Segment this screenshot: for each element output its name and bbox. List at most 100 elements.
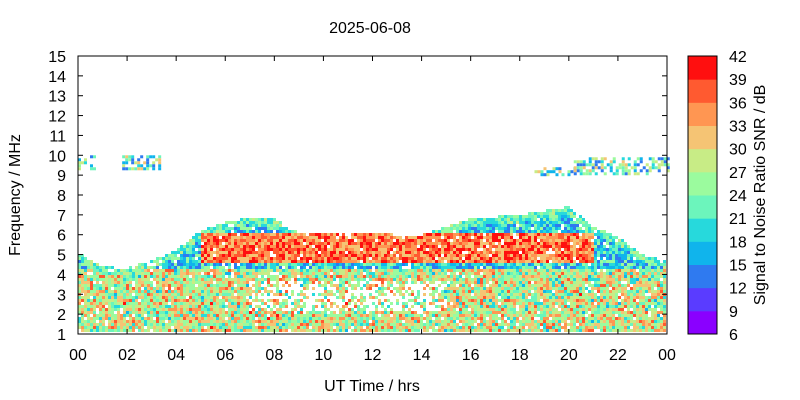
- heatmap-cell: [450, 299, 453, 302]
- heatmap-cell: [342, 317, 345, 320]
- heatmap-cell: [303, 236, 306, 239]
- heatmap-cell: [384, 311, 387, 314]
- heatmap-cell: [372, 314, 375, 317]
- heatmap-cell: [261, 269, 264, 272]
- heatmap-cell: [318, 254, 321, 257]
- heatmap-cell: [228, 272, 231, 275]
- heatmap-cell: [114, 278, 117, 281]
- heatmap-cell: [453, 293, 456, 296]
- heatmap-cell: [309, 329, 312, 332]
- heatmap-cell: [90, 260, 93, 263]
- heatmap-cell: [237, 266, 240, 269]
- heatmap-cell: [219, 275, 222, 278]
- heatmap-cell: [267, 293, 270, 296]
- heatmap-cell: [153, 275, 156, 278]
- heatmap-cell: [186, 281, 189, 284]
- heatmap-cell: [159, 257, 162, 260]
- heatmap-cell: [201, 248, 204, 251]
- heatmap-cell: [303, 281, 306, 284]
- heatmap-cell: [303, 320, 306, 323]
- heatmap-cell: [126, 275, 129, 278]
- heatmap-cell: [327, 260, 330, 263]
- heatmap-cell: [240, 242, 243, 245]
- heatmap-cell: [237, 284, 240, 287]
- heatmap-cell: [498, 233, 501, 236]
- heatmap-cell: [489, 236, 492, 239]
- heatmap-cell: [471, 221, 474, 224]
- heatmap-cell: [411, 317, 414, 320]
- heatmap-cell: [348, 245, 351, 248]
- heatmap-cell: [123, 320, 126, 323]
- heatmap-cell: [210, 281, 213, 284]
- heatmap-cell: [315, 233, 318, 236]
- heatmap-cell: [441, 278, 444, 281]
- heatmap-cell: [240, 290, 243, 293]
- heatmap-cell: [267, 326, 270, 329]
- heatmap-cell: [189, 299, 192, 302]
- heatmap-cell: [321, 257, 324, 260]
- heatmap-cell: [111, 317, 114, 320]
- heatmap-cell: [579, 278, 582, 281]
- heatmap-cell: [495, 269, 498, 272]
- heatmap-cell: [219, 284, 222, 287]
- heatmap-cell: [231, 251, 234, 254]
- heatmap-cell: [552, 236, 555, 239]
- heatmap-cell: [321, 242, 324, 245]
- heatmap-cell: [489, 239, 492, 242]
- heatmap-cell: [201, 254, 204, 257]
- heatmap-cell: [468, 311, 471, 314]
- heatmap-cell: [558, 275, 561, 278]
- heatmap-cell: [468, 299, 471, 302]
- heatmap-cell: [330, 275, 333, 278]
- heatmap-cell: [189, 314, 192, 317]
- heatmap-cell: [456, 239, 459, 242]
- heatmap-cell: [111, 314, 114, 317]
- heatmap-cell: [477, 230, 480, 233]
- heatmap-cell: [345, 290, 348, 293]
- heatmap-cell: [477, 308, 480, 311]
- heatmap-cell: [288, 254, 291, 257]
- heatmap-cell: [168, 296, 171, 299]
- heatmap-cell: [258, 221, 261, 224]
- heatmap-cell: [219, 317, 222, 320]
- heatmap-cell: [477, 290, 480, 293]
- heatmap-cell: [366, 305, 369, 308]
- heatmap-cell: [555, 317, 558, 320]
- heatmap-cell: [483, 311, 486, 314]
- heatmap-cell: [405, 242, 408, 245]
- heatmap-cell: [486, 311, 489, 314]
- heatmap-cell: [168, 323, 171, 326]
- heatmap-cell: [327, 326, 330, 329]
- heatmap-cell: [300, 245, 303, 248]
- heatmap-cell: [231, 320, 234, 323]
- heatmap-cell: [108, 299, 111, 302]
- heatmap-cell: [540, 266, 543, 269]
- heatmap-cell: [348, 284, 351, 287]
- heatmap-cell: [342, 251, 345, 254]
- heatmap-cell: [453, 248, 456, 251]
- heatmap-cell: [429, 248, 432, 251]
- heatmap-cell: [453, 227, 456, 230]
- heatmap-cell: [429, 242, 432, 245]
- heatmap-cell: [342, 320, 345, 323]
- heatmap-cell: [114, 272, 117, 275]
- heatmap-cell: [156, 296, 159, 299]
- heatmap-cell: [459, 287, 462, 290]
- heatmap-cell: [291, 254, 294, 257]
- heatmap-cell: [459, 251, 462, 254]
- heatmap-cell: [177, 305, 180, 308]
- heatmap-cell: [552, 209, 555, 212]
- heatmap-cell: [258, 218, 261, 221]
- heatmap-cell: [312, 233, 315, 236]
- heatmap-cell: [213, 290, 216, 293]
- heatmap-cell: [501, 218, 504, 221]
- heatmap-cell: [396, 248, 399, 251]
- heatmap-cell: [174, 314, 177, 317]
- heatmap-cell: [375, 257, 378, 260]
- heatmap-cell: [501, 224, 504, 227]
- heatmap-cell: [177, 275, 180, 278]
- heatmap-cell: [213, 257, 216, 260]
- heatmap-cell: [171, 311, 174, 314]
- heatmap-cell: [543, 290, 546, 293]
- heatmap-cell: [411, 257, 414, 260]
